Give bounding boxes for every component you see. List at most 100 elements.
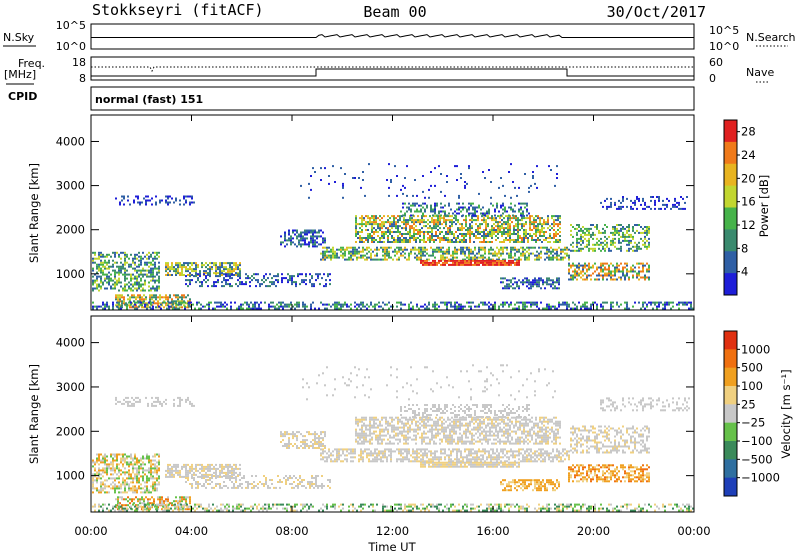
heatmap-cell [440,301,442,304]
heatmap-cell [322,303,324,306]
heatmap-cell [142,477,144,480]
heatmap-cell [215,281,217,284]
heatmap-cell [181,306,183,309]
heatmap-cell [464,261,466,264]
heatmap-cell [133,296,135,299]
heatmap-cell [128,301,130,304]
heatmap-cell [167,195,169,198]
heatmap-cell [185,195,187,198]
heatmap-cell [416,256,418,259]
heatmap-cell [195,266,197,269]
heatmap-cell [438,250,440,253]
heatmap-cell [497,215,499,218]
heatmap-cell [510,252,512,255]
heatmap-cell [136,253,138,256]
heatmap-cell [678,303,680,306]
heatmap-cell [140,257,142,260]
heatmap-cell [223,465,225,468]
heatmap-cell [438,246,440,249]
heatmap-cell [582,274,584,277]
heatmap-cell [179,266,181,269]
heatmap-cell [207,475,209,478]
heatmap-cell [122,287,124,290]
heatmap-cell [502,261,504,264]
heatmap-cell [92,485,94,488]
heatmap-cell [229,465,231,468]
heatmap-cell [126,477,128,480]
heatmap-cell [485,221,487,224]
heatmap-cell [529,221,531,224]
heatmap-cell [401,221,403,224]
heatmap-cell [143,498,145,501]
heatmap-cell [559,217,561,220]
heatmap-cell [648,243,650,246]
heatmap-cell [163,306,165,309]
heatmap-cell [664,207,666,210]
heatmap-cell [150,475,152,478]
heatmap-cell [555,235,557,237]
heatmap-cell [377,241,379,243]
heatmap-cell [286,303,288,306]
heatmap-cell [362,171,364,173]
heatmap-cell [185,508,187,511]
heatmap-cell [586,301,588,304]
heatmap-cell [616,301,618,304]
heatmap-cell [516,285,518,288]
heatmap-cell [227,275,229,278]
heatmap-cell [474,214,476,217]
heatmap-cell [458,305,460,308]
heatmap-cell [319,273,321,276]
heatmap-cell [181,294,183,297]
heatmap-cell [480,246,482,249]
heatmap-cell [231,270,233,273]
heatmap-cell [468,212,470,215]
heatmap-cell [396,301,398,304]
heatmap-cell [471,219,473,222]
heatmap-cell [456,305,458,308]
heatmap-cell [465,241,467,243]
heatmap-cell [203,465,205,468]
heatmap-cell [514,258,516,261]
heatmap-cell [364,254,366,257]
heatmap-cell [114,281,116,284]
heatmap-cell [495,235,497,237]
heatmap-cell [187,195,189,198]
heatmap-cell [168,301,170,304]
heatmap-cell [409,231,411,233]
heatmap-cell [510,263,512,266]
heatmap-cell [628,229,630,232]
heatmap-cell [496,259,498,262]
heatmap-cell [614,268,616,271]
heatmap-cell [106,261,108,264]
heatmap-cell [154,489,156,492]
heatmap-cell [500,254,502,257]
heatmap-cell [461,223,463,226]
heatmap-cell [393,223,395,226]
heatmap-cell [596,266,598,269]
heatmap-cell [586,245,588,248]
heatmap-cell [537,237,539,239]
heatmap-cell [646,303,648,306]
heatmap-cell [114,487,116,490]
heatmap-cell [553,215,555,218]
heatmap-cell [524,254,526,257]
heatmap-cell [165,475,167,478]
heatmap-cell [564,246,566,249]
heatmap-cell [388,254,390,257]
heatmap-cell [102,263,104,266]
heatmap-cell [158,269,160,272]
heatmap-cell [189,279,191,282]
heatmap-cell [397,221,399,224]
heatmap-cell [548,165,550,168]
heatmap-cell [672,205,674,208]
heatmap-cell [314,229,316,232]
heatmap-cell [389,217,391,220]
heatmap-cell [520,214,522,217]
heatmap-cell [169,463,171,466]
heatmap-cell [251,279,253,282]
heatmap-cell [384,258,386,261]
heatmap-cell [137,500,139,503]
heatmap-cell [638,274,640,277]
heatmap-cell [121,304,123,307]
heatmap-cell [310,188,312,191]
